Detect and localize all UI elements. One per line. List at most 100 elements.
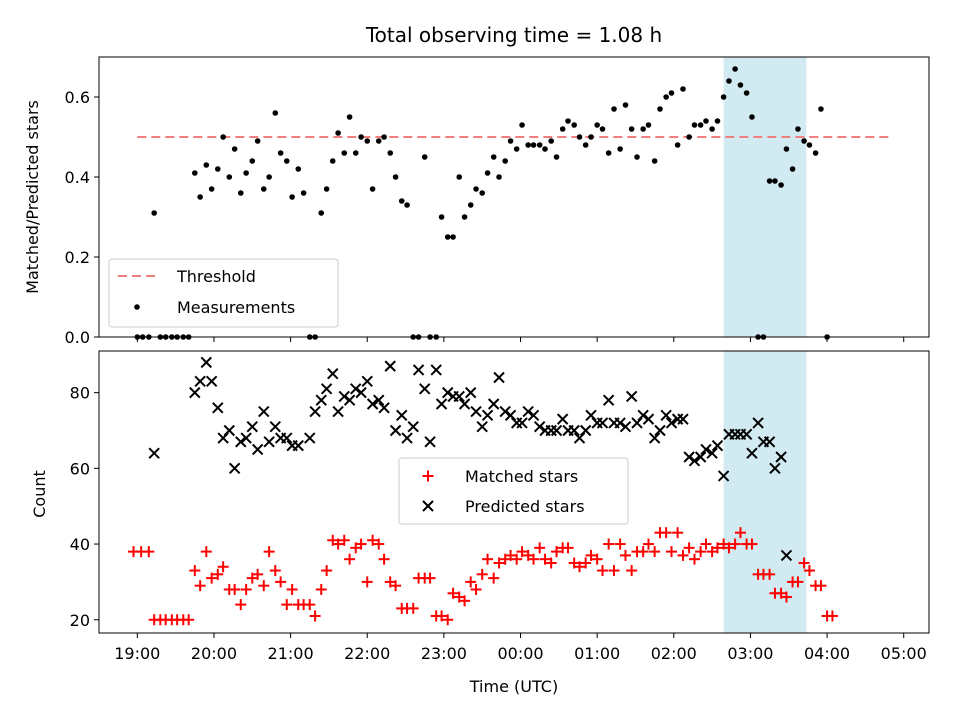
predicted-star-stroke xyxy=(401,432,413,444)
measurement-point xyxy=(645,122,652,128)
measurement-point xyxy=(542,146,548,152)
predicted-star-point xyxy=(769,462,781,475)
predicted-star-stroke xyxy=(614,417,626,429)
predicted-star-stroke xyxy=(373,394,385,406)
measurement-point xyxy=(295,166,302,172)
predicted-star-stroke xyxy=(315,394,327,406)
measurement-point xyxy=(778,182,784,188)
predicted-star-stroke xyxy=(654,424,666,437)
predicted-star-point xyxy=(602,394,615,406)
measurement-point xyxy=(726,78,732,84)
matched-star-point xyxy=(534,542,546,554)
predicted-star-point xyxy=(412,364,425,376)
measurement-point xyxy=(283,158,290,164)
measurement-point xyxy=(594,122,600,128)
x-tick-label: 23:00 xyxy=(421,644,467,663)
measurement-point xyxy=(243,170,249,176)
predicted-star-stroke xyxy=(430,364,442,376)
matched-star-point xyxy=(591,553,603,565)
predicted-star-point xyxy=(327,368,339,380)
matched-star-point xyxy=(700,538,712,550)
predicted-star-point xyxy=(251,443,264,456)
matched-star-point xyxy=(608,565,620,577)
measurement-point xyxy=(668,90,675,96)
measurement-point xyxy=(226,174,233,180)
measurement-point xyxy=(691,122,698,128)
measurement-point xyxy=(197,194,203,200)
matched-star-point xyxy=(229,583,241,595)
measurement-point xyxy=(237,190,244,196)
predicted-star-stroke xyxy=(683,451,695,463)
matched-star-point xyxy=(551,546,563,558)
predicted-star-point xyxy=(373,394,385,406)
predicted-star-point xyxy=(568,424,580,437)
legend-box xyxy=(108,258,339,328)
predicted-star-stroke xyxy=(424,436,436,448)
predicted-star-stroke xyxy=(223,424,235,437)
predicted-star-point xyxy=(435,398,448,410)
measurement-point xyxy=(254,138,261,144)
predicted-star-point xyxy=(281,432,293,444)
predicted-star-point xyxy=(585,409,597,422)
legend-predicted-swatch xyxy=(422,500,434,512)
predicted-star-point xyxy=(527,409,540,422)
measurement-point xyxy=(151,210,157,216)
measurement-point xyxy=(663,94,669,100)
predicted-star-stroke xyxy=(309,405,321,418)
matched-star-point xyxy=(263,546,275,558)
matched-star-point xyxy=(355,538,367,550)
measurement-point xyxy=(605,150,612,156)
y-tick-label: 0.2 xyxy=(65,248,90,267)
measurement-point xyxy=(461,214,468,220)
measurement-point xyxy=(191,170,198,176)
predicted-star-point xyxy=(194,375,206,387)
measurement-point xyxy=(358,134,364,140)
matched-star-point xyxy=(281,599,293,611)
matched-star-point xyxy=(574,561,586,573)
predicted-star-stroke xyxy=(396,409,408,422)
x-tick-label: 19:00 xyxy=(114,644,160,663)
measurement-point xyxy=(749,114,755,120)
predicted-star-stroke xyxy=(493,371,505,384)
top-y-axis-label: Matched/Predicted stars xyxy=(23,100,42,294)
predicted-star-point xyxy=(752,417,764,429)
matched-star-point xyxy=(344,553,356,565)
predicted-star-point xyxy=(746,447,758,459)
measurement-point xyxy=(576,134,583,140)
predicted-star-stroke xyxy=(642,413,655,425)
predicted-star-point xyxy=(504,409,517,422)
measurement-point xyxy=(565,118,571,124)
measurement-point xyxy=(490,154,497,160)
measurement-point xyxy=(732,66,738,72)
predicted-star-stroke xyxy=(769,462,781,475)
matched-star-point xyxy=(206,572,218,584)
predicted-star-point xyxy=(763,436,776,448)
measurement-point xyxy=(611,106,617,112)
predicted-star-point xyxy=(700,443,712,456)
measurement-point xyxy=(571,122,577,128)
measurement-point xyxy=(203,162,210,168)
measurement-point xyxy=(737,82,744,88)
matched-star-point xyxy=(539,553,551,565)
predicted-star-point xyxy=(499,405,511,418)
matched-star-point xyxy=(626,565,638,577)
measurement-point xyxy=(346,114,353,120)
measurement-point xyxy=(266,174,272,180)
predicted-star-point xyxy=(660,409,672,422)
predicted-star-point xyxy=(361,375,373,387)
measurement-point xyxy=(628,126,635,132)
predicted-star-point xyxy=(642,413,655,425)
predicted-star-stroke xyxy=(407,420,419,433)
matched-star-point xyxy=(545,557,557,569)
measurement-point xyxy=(300,190,307,196)
predicted-star-stroke xyxy=(453,390,465,403)
predicted-star-point xyxy=(556,413,569,425)
y-tick-label: 0.6 xyxy=(65,88,90,107)
bottom-panel: 20 40 60 80 19:00 20:00 21:00 22:00 23:00 00:00 01… xyxy=(70,350,930,663)
predicted-star-point xyxy=(579,424,592,437)
predicted-star-point xyxy=(683,451,695,463)
matched-star-point xyxy=(734,527,746,539)
measurement-point xyxy=(479,190,485,196)
predicted-star-stroke xyxy=(327,368,339,380)
